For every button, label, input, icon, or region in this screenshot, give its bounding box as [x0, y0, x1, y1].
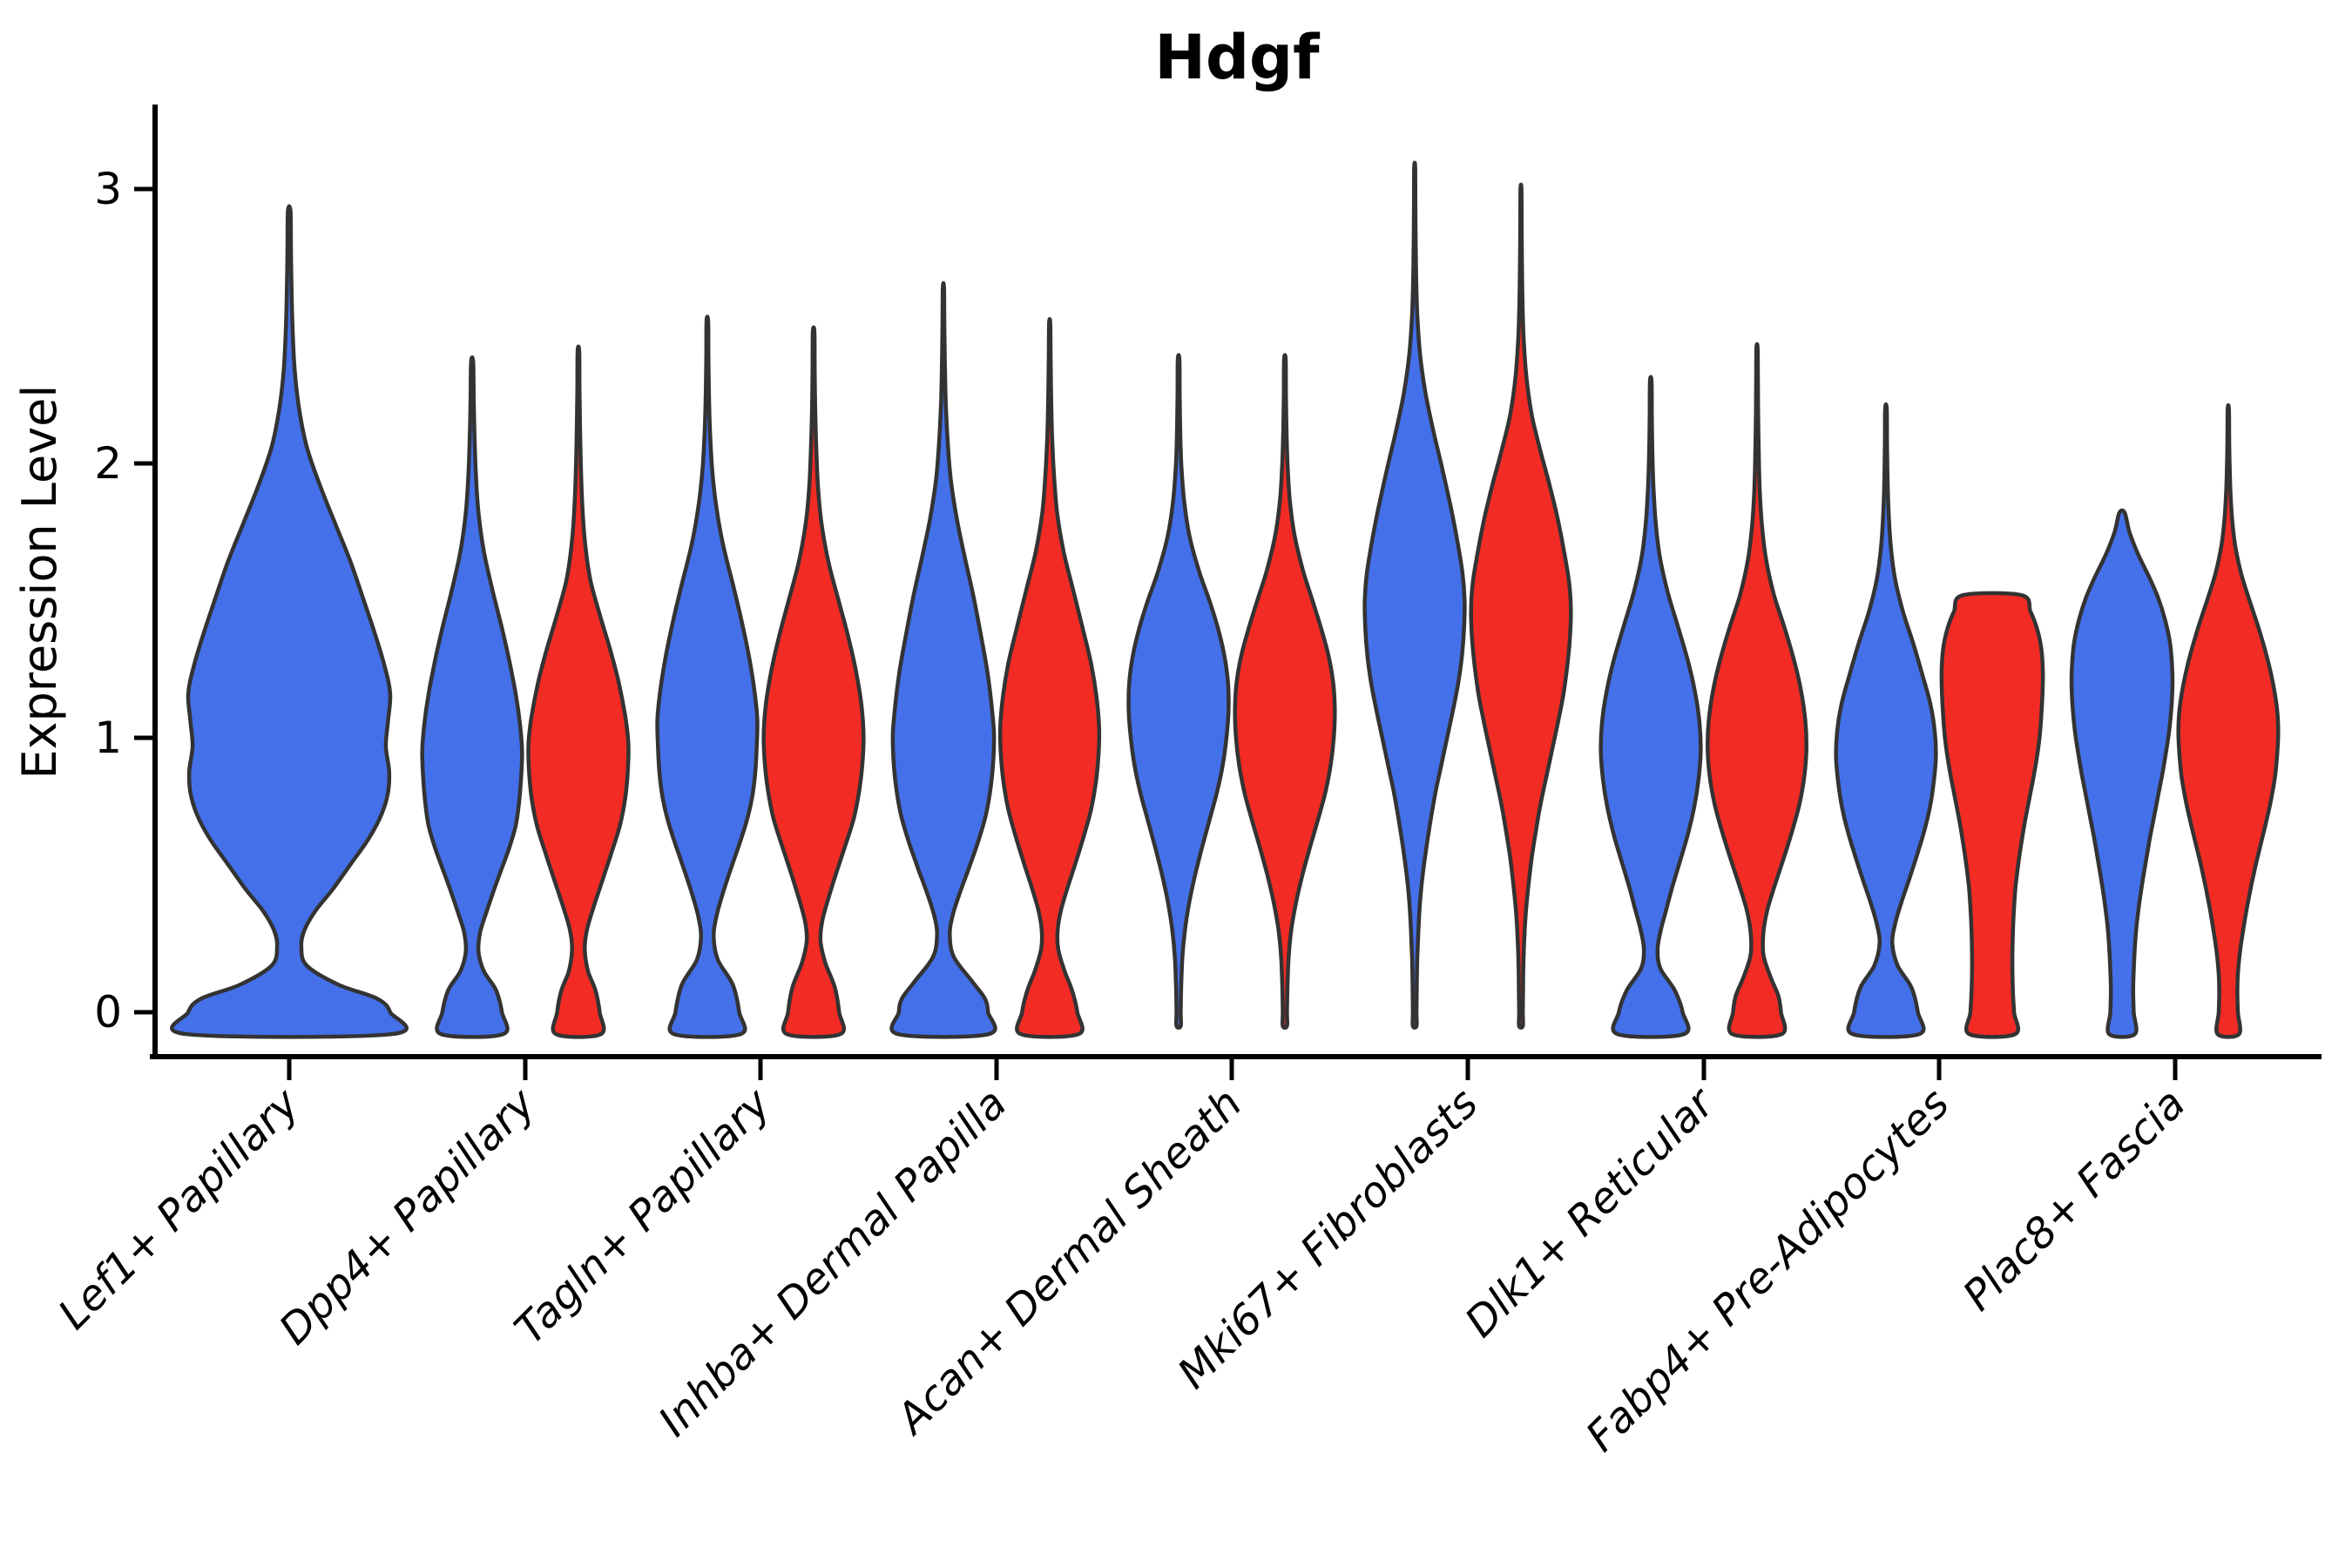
violin-dlk1-red [1706, 341, 1808, 1039]
chart-title: Hdgf [1154, 22, 1321, 93]
violin-dlk1-blue [1598, 375, 1703, 1039]
y-ticklabel-3: 3 [94, 164, 122, 214]
violin-dpp4-red [526, 344, 631, 1039]
y-ticklabel-0: 0 [94, 987, 122, 1037]
violin-mki67-red [1469, 182, 1573, 1030]
violin-mki67-blue [1362, 160, 1467, 1030]
violin-acan-blue [1126, 353, 1231, 1030]
violin-lef1-blue [170, 204, 409, 1039]
y-ticklabel-2: 2 [94, 438, 122, 489]
violin-acan-red [1233, 353, 1337, 1030]
violin-group [170, 160, 2281, 1039]
x-ticklabel-dpp4-papillary: Dpp4+ Papillary [270, 1078, 545, 1354]
x-ticklabel-lef1-papillary: Lef1+ Papillary [49, 1078, 309, 1339]
violin-dpp4-blue [420, 355, 524, 1039]
x-ticklabel-dlk1-reticular: Dlk1+ Reticular [1456, 1078, 1726, 1348]
x-ticklabel-plac8-fascia: Plac8+ Fascia [1954, 1079, 2195, 1321]
violin-inhba-red [997, 316, 1102, 1039]
violin-plac8-red [2176, 402, 2281, 1039]
violin-plac8-blue [2069, 508, 2175, 1039]
violin-fabp4-blue [1834, 402, 1938, 1039]
violin-fabp4-red [1939, 591, 2045, 1039]
y-axis-label: Expression Level [12, 385, 67, 780]
violin-tagln-blue [655, 314, 760, 1039]
violin-inhba-blue [889, 280, 997, 1039]
violin-tagln-red [761, 325, 866, 1039]
x-ticklabel-tagln-papillary: Tagln+ Papillary [505, 1078, 781, 1354]
y-ticklabel-1: 1 [94, 713, 122, 763]
